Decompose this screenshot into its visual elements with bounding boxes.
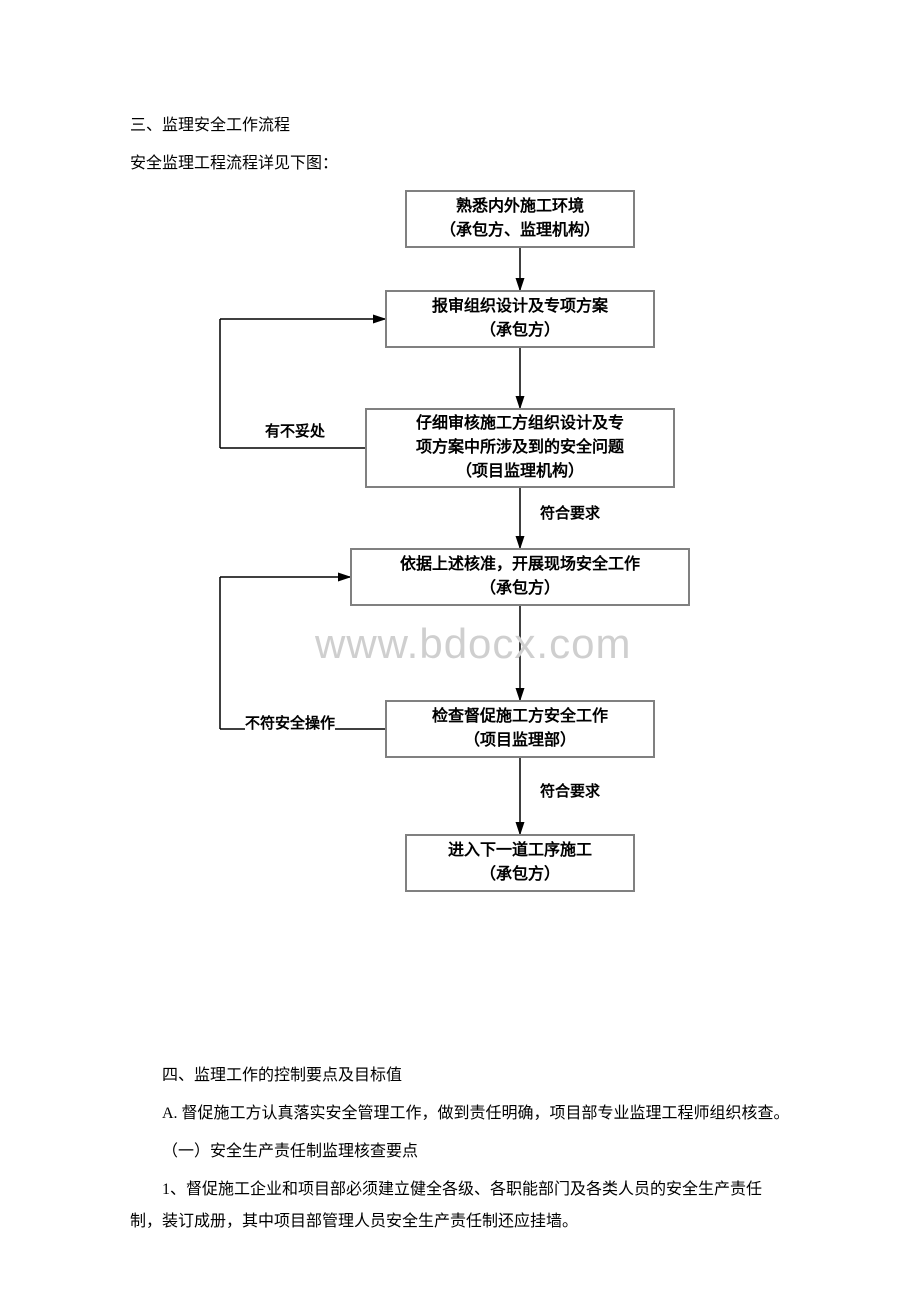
flow-node-line: 仔细审核施工方组织设计及专 bbox=[416, 412, 624, 436]
edge-label: 符合要求 bbox=[540, 780, 600, 801]
flow-node-line: （项目监理机构） bbox=[456, 460, 584, 484]
flow-node-line: 检查督促施工方安全工作 bbox=[432, 705, 608, 729]
flowchart-container: www.bdocx.com 熟悉内外施工环境（承包方、监理机构） 报审组织设计及专… bbox=[190, 190, 730, 930]
flow-node-n1: 熟悉内外施工环境（承包方、监理机构） bbox=[405, 190, 635, 248]
flow-node-line: （承包方） bbox=[480, 319, 560, 343]
flow-node-line: 依据上述核准，开展现场安全工作 bbox=[400, 553, 640, 577]
paragraph-1: 1、督促施工企业和项目部必须建立健全各级、各职能部门及各类人员的安全生产责任制，… bbox=[130, 1174, 790, 1238]
edge-label: 符合要求 bbox=[540, 502, 600, 523]
flow-node-line: 报审组织设计及专项方案 bbox=[432, 295, 608, 319]
watermark-text: www.bdocx.com bbox=[315, 620, 631, 668]
flow-node-n2: 报审组织设计及专项方案（承包方） bbox=[385, 290, 655, 348]
section-4-title: 四、监理工作的控制要点及目标值 bbox=[130, 1060, 790, 1092]
paragraph-a: A. 督促施工方认真落实安全管理工作，做到责任明确，项目部专业监理工程师组织核查… bbox=[130, 1098, 790, 1130]
flow-node-n3: 仔细审核施工方组织设计及专项方案中所涉及到的安全问题（项目监理机构） bbox=[365, 408, 675, 488]
flow-node-line: （承包方、监理机构） bbox=[440, 219, 600, 243]
section-3-subtitle: 安全监理工程流程详见下图： bbox=[130, 148, 790, 180]
flow-node-n4: 依据上述核准，开展现场安全工作（承包方） bbox=[350, 548, 690, 606]
flow-node-line: 熟悉内外施工环境 bbox=[456, 195, 584, 219]
flow-node-n5: 检查督促施工方安全工作（项目监理部） bbox=[385, 700, 655, 758]
flow-node-line: （项目监理部） bbox=[464, 729, 576, 753]
flow-node-line: 项方案中所涉及到的安全问题 bbox=[416, 436, 624, 460]
flow-node-line: 进入下一道工序施工 bbox=[448, 839, 592, 863]
feedback-edge-label: 不符安全操作 bbox=[245, 712, 335, 733]
flow-node-line: （承包方） bbox=[480, 863, 560, 887]
section-3-title: 三、监理安全工作流程 bbox=[130, 110, 790, 142]
paragraph-1-title: （一）安全生产责任制监理核查要点 bbox=[130, 1136, 790, 1168]
flow-node-line: （承包方） bbox=[480, 577, 560, 601]
flow-node-n6: 进入下一道工序施工（承包方） bbox=[405, 834, 635, 892]
feedback-edge-label: 有不妥处 bbox=[265, 420, 325, 441]
